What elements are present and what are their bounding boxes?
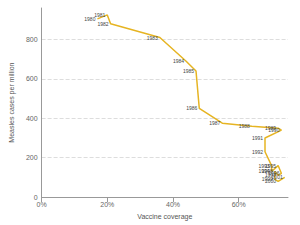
svg-text:200: 200 — [26, 154, 38, 161]
svg-text:Measles cases per million: Measles cases per million — [8, 62, 16, 142]
svg-text:1984: 1984 — [173, 58, 184, 64]
svg-text:1988: 1988 — [239, 123, 250, 129]
svg-text:1998: 1998 — [261, 168, 273, 175]
svg-text:0: 0 — [34, 194, 38, 201]
svg-text:1980: 1980 — [84, 15, 96, 22]
svg-text:Vaccine coverage: Vaccine coverage — [137, 213, 192, 221]
svg-text:1981: 1981 — [94, 12, 105, 18]
svg-text:60%: 60% — [232, 201, 246, 208]
svg-text:0%: 0% — [37, 201, 47, 208]
svg-text:1983: 1983 — [147, 35, 158, 41]
svg-text:1990: 1990 — [268, 127, 279, 133]
svg-text:1995: 1995 — [265, 162, 277, 169]
svg-text:2001: 2001 — [272, 174, 283, 180]
svg-text:1987: 1987 — [209, 120, 220, 126]
svg-text:400: 400 — [26, 115, 38, 122]
svg-text:800: 800 — [26, 36, 38, 43]
svg-text:1986: 1986 — [186, 105, 197, 111]
svg-text:20%: 20% — [100, 201, 114, 208]
svg-text:1991: 1991 — [252, 135, 263, 141]
svg-text:1982: 1982 — [97, 21, 108, 27]
svg-text:1985: 1985 — [183, 68, 194, 74]
svg-text:600: 600 — [26, 75, 38, 82]
svg-text:40%: 40% — [166, 201, 180, 208]
svg-text:2000: 2000 — [265, 178, 277, 185]
svg-text:1992: 1992 — [252, 149, 263, 155]
